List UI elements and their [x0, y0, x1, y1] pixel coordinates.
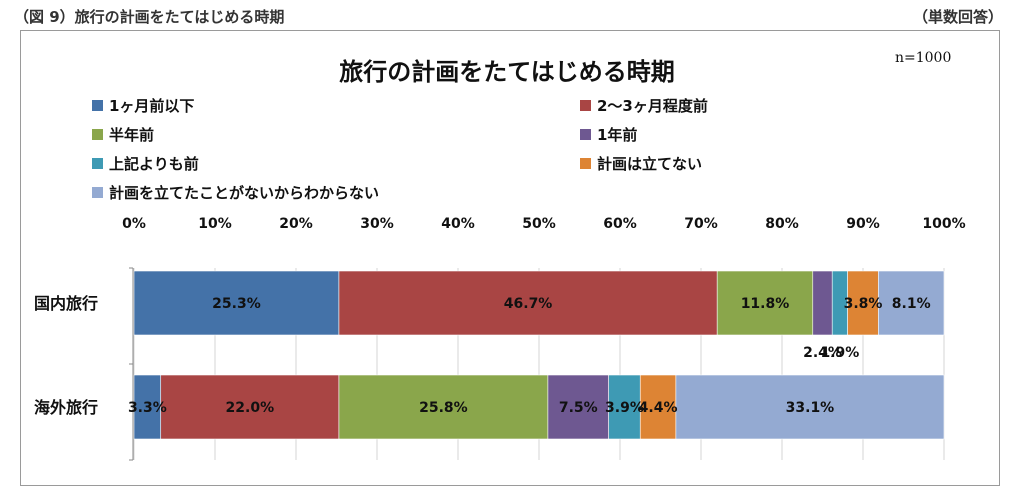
legend-item: 1年前 — [580, 126, 637, 144]
x-tick-label: 100% — [922, 216, 965, 232]
legend-label: 半年前 — [109, 126, 154, 144]
legend-swatch — [92, 187, 103, 198]
legend-label: 1ヶ月前以下 — [109, 97, 194, 115]
category-label: 国内旅行 — [34, 294, 98, 313]
x-tick-label: 70% — [684, 216, 718, 232]
bar-segment — [133, 270, 340, 336]
bar-segment — [716, 270, 814, 336]
chart-title: 旅行の計画をたてはじめる時期 — [339, 58, 675, 86]
x-axis-ticks: 0% 10% 20% 30% 40% 50% 60% 70% 80% 90% 100% — [122, 216, 966, 232]
legend-swatch — [580, 158, 591, 169]
data-label: 4.4% — [639, 400, 678, 416]
bar-segment — [675, 374, 945, 440]
data-label: 46.7% — [504, 296, 553, 312]
data-label: 33.1% — [786, 400, 835, 416]
data-label: 3.9% — [605, 400, 644, 416]
x-tick-label: 80% — [765, 216, 799, 232]
category-label: 海外旅行 — [34, 398, 98, 417]
data-label: 7.5% — [559, 400, 598, 416]
x-tick-label: 30% — [360, 216, 394, 232]
x-tick-label: 40% — [441, 216, 475, 232]
x-tick-label: 90% — [846, 216, 880, 232]
bar-segment — [847, 270, 879, 336]
legend-item: 上記よりも前 — [92, 155, 199, 173]
data-label: 25.3% — [212, 296, 261, 312]
legend-swatch — [580, 100, 591, 111]
data-label: 1.9% — [821, 345, 860, 361]
data-label: 2.4% — [803, 345, 842, 361]
x-tick-label: 0% — [122, 216, 146, 232]
sample-size-annotation: n=1000 — [895, 50, 951, 66]
legend-swatch — [92, 100, 103, 111]
legend-swatch — [92, 158, 103, 169]
bar-segment — [639, 374, 677, 440]
data-label: 25.8% — [419, 400, 468, 416]
legend-item: 計画を立てたことがないからわからない — [92, 184, 379, 202]
data-label: 3.3% — [128, 400, 167, 416]
legend-swatch — [580, 129, 591, 140]
data-label: 3.8% — [844, 296, 883, 312]
legend-item: 半年前 — [92, 126, 154, 144]
data-label: 11.8% — [741, 296, 790, 312]
bar-segment — [608, 374, 641, 440]
legend-label: 1年前 — [597, 126, 637, 144]
data-label: 22.0% — [226, 400, 275, 416]
bar-segment — [547, 374, 609, 440]
unit-label: （単数回答） — [912, 8, 1003, 26]
legend-label: 計画を立てたことがないからわからない — [109, 184, 379, 202]
bar-segment — [812, 270, 833, 336]
x-tick-label: 50% — [522, 216, 556, 232]
legend-label: 上記よりも前 — [109, 155, 199, 173]
data-label: 8.1% — [892, 296, 931, 312]
legend-swatch — [92, 129, 103, 140]
figure-label: （図 9）旅行の計画をたてはじめる時期 — [14, 8, 285, 26]
data-labels: 25.3% 46.7% 11.8% 2.4%1.9% 3.8% 8.1% 3.3% 22.0%… — [128, 296, 931, 416]
bar-segment — [160, 374, 340, 440]
legend-item: 1ヶ月前以下 — [92, 97, 194, 115]
legend-item: 計画は立てない — [580, 155, 702, 173]
x-tick-label: 60% — [603, 216, 637, 232]
legend-label: 2～3ヶ月程度前 — [597, 97, 708, 115]
bars — [133, 270, 945, 440]
legend-item: 2～3ヶ月程度前 — [580, 97, 708, 115]
x-tick-label: 10% — [198, 216, 232, 232]
x-tick-label: 20% — [279, 216, 313, 232]
bar-segment — [878, 270, 945, 336]
legend-label: 計画は立てない — [597, 155, 702, 173]
bar-segment — [133, 374, 162, 440]
bar-segment — [338, 374, 549, 440]
